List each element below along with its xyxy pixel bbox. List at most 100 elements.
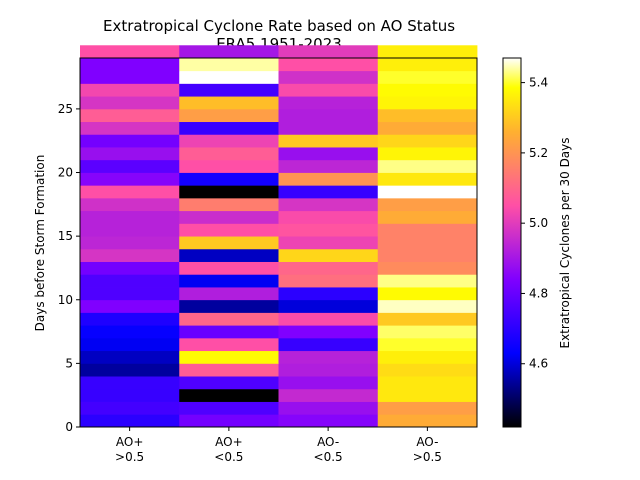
heatmap-cell bbox=[377, 185, 478, 199]
heatmap-cell bbox=[278, 261, 379, 275]
heatmap-cell bbox=[377, 223, 478, 237]
heatmap-cell bbox=[80, 312, 180, 326]
heatmap-cell bbox=[377, 159, 478, 173]
heatmap-cell bbox=[80, 388, 180, 402]
x-tick-label-line2: >0.5 bbox=[413, 450, 442, 464]
heatmap-cell bbox=[377, 312, 478, 326]
heatmap-cell bbox=[80, 185, 180, 199]
heatmap-cell bbox=[179, 58, 279, 72]
heatmap-cell bbox=[278, 299, 379, 313]
heatmap-cell bbox=[80, 325, 180, 339]
heatmap-cell bbox=[278, 185, 379, 199]
heatmap-cell bbox=[179, 287, 279, 301]
heatmap-cell bbox=[80, 197, 180, 212]
heatmap-cell bbox=[179, 223, 279, 237]
heatmap-cell bbox=[278, 121, 379, 135]
heatmap-cell bbox=[377, 45, 478, 59]
heatmap-cell bbox=[179, 197, 279, 212]
heatmap-cell bbox=[80, 147, 180, 161]
heatmap-cell bbox=[377, 134, 478, 148]
heatmap-cell bbox=[377, 248, 478, 262]
heatmap-cell bbox=[278, 159, 379, 173]
heatmap-cell bbox=[179, 261, 279, 275]
heatmap-cell bbox=[278, 401, 379, 415]
colorbar-tick-label: 5.0 bbox=[529, 216, 548, 230]
heatmap-cell bbox=[278, 45, 379, 59]
heatmap-cell bbox=[377, 83, 478, 97]
heatmap-cell bbox=[278, 70, 379, 84]
y-tick-label: 15 bbox=[58, 229, 73, 243]
heatmap-cell bbox=[179, 96, 279, 110]
heatmap-cell bbox=[80, 299, 180, 313]
heatmap-cell bbox=[179, 236, 279, 250]
x-tick-label-line2: <0.5 bbox=[214, 450, 243, 464]
heatmap-cell bbox=[80, 134, 180, 148]
heatmap-cell bbox=[179, 159, 279, 173]
heatmap-cell bbox=[179, 350, 279, 364]
heatmap-cell bbox=[179, 83, 279, 97]
heatmap-cell bbox=[377, 376, 478, 390]
heatmap-cell bbox=[80, 414, 180, 428]
heatmap-cell bbox=[278, 248, 379, 262]
heatmap-cell bbox=[179, 210, 279, 224]
heatmap-cell bbox=[278, 197, 379, 212]
x-tick-label-line2: >0.5 bbox=[115, 450, 144, 464]
y-tick-label: 5 bbox=[65, 356, 73, 370]
heatmap-cell bbox=[179, 108, 279, 123]
x-tick-label-line2: <0.5 bbox=[314, 450, 343, 464]
heatmap-cell bbox=[179, 45, 279, 59]
x-tick-label-line1: AO- bbox=[317, 435, 339, 449]
colorbar-tick-label: 5.4 bbox=[529, 76, 548, 90]
heatmap-cell bbox=[377, 401, 478, 415]
heatmap-cell bbox=[278, 287, 379, 301]
heatmap-cell bbox=[278, 172, 379, 186]
heatmap-cell bbox=[80, 159, 180, 173]
heatmap-cell bbox=[278, 376, 379, 390]
heatmap-cell bbox=[377, 70, 478, 84]
heatmap-cell bbox=[377, 274, 478, 288]
y-axis-ticks: 0 5 10 15 20 25 bbox=[58, 102, 80, 434]
heatmap-cell bbox=[278, 108, 379, 123]
heatmap-cell bbox=[377, 172, 478, 186]
heatmap-cell bbox=[80, 121, 180, 135]
heatmap-cell bbox=[377, 58, 478, 72]
heatmap-cell bbox=[278, 337, 379, 352]
heatmap-cell bbox=[377, 261, 478, 275]
heatmap-cell bbox=[80, 58, 180, 72]
y-tick-label: 10 bbox=[58, 293, 73, 307]
y-tick-label: 25 bbox=[58, 102, 73, 116]
heatmap-cell bbox=[80, 376, 180, 390]
heatmap-cell bbox=[179, 274, 279, 288]
heatmap-cell bbox=[80, 70, 180, 84]
heatmap-cell bbox=[80, 96, 180, 110]
heatmap-cell bbox=[80, 401, 180, 415]
heatmap-cell bbox=[179, 388, 279, 402]
heatmap-cell bbox=[80, 210, 180, 224]
heatmap-cell bbox=[377, 236, 478, 250]
heatmap-cell bbox=[179, 376, 279, 390]
colorbar-tick-label: 4.8 bbox=[529, 286, 548, 300]
heatmap-cell bbox=[80, 350, 180, 364]
heatmap-cell bbox=[278, 363, 379, 377]
heatmap-cell bbox=[278, 414, 379, 428]
heatmap-cell bbox=[377, 287, 478, 301]
x-tick-label-line1: AO+ bbox=[215, 435, 243, 449]
heatmap-cell bbox=[80, 172, 180, 186]
heatmap-cell bbox=[377, 337, 478, 352]
heatmap-cell bbox=[179, 185, 279, 199]
heatmap-cells bbox=[80, 45, 478, 428]
heatmap-cell bbox=[80, 236, 180, 250]
heatmap-cell bbox=[278, 58, 379, 72]
heatmap-cell bbox=[377, 197, 478, 212]
plot-frame bbox=[79, 57, 478, 428]
y-tick-label: 0 bbox=[65, 420, 73, 434]
heatmap-cell bbox=[179, 414, 279, 428]
x-tick-label-line1: AO- bbox=[416, 435, 438, 449]
heatmap-cell bbox=[377, 121, 478, 135]
heatmap-cell bbox=[278, 223, 379, 237]
heatmap-cell bbox=[377, 325, 478, 339]
heatmap-cell bbox=[377, 299, 478, 313]
heatmap-cell bbox=[278, 147, 379, 161]
heatmap-cell bbox=[377, 388, 478, 402]
